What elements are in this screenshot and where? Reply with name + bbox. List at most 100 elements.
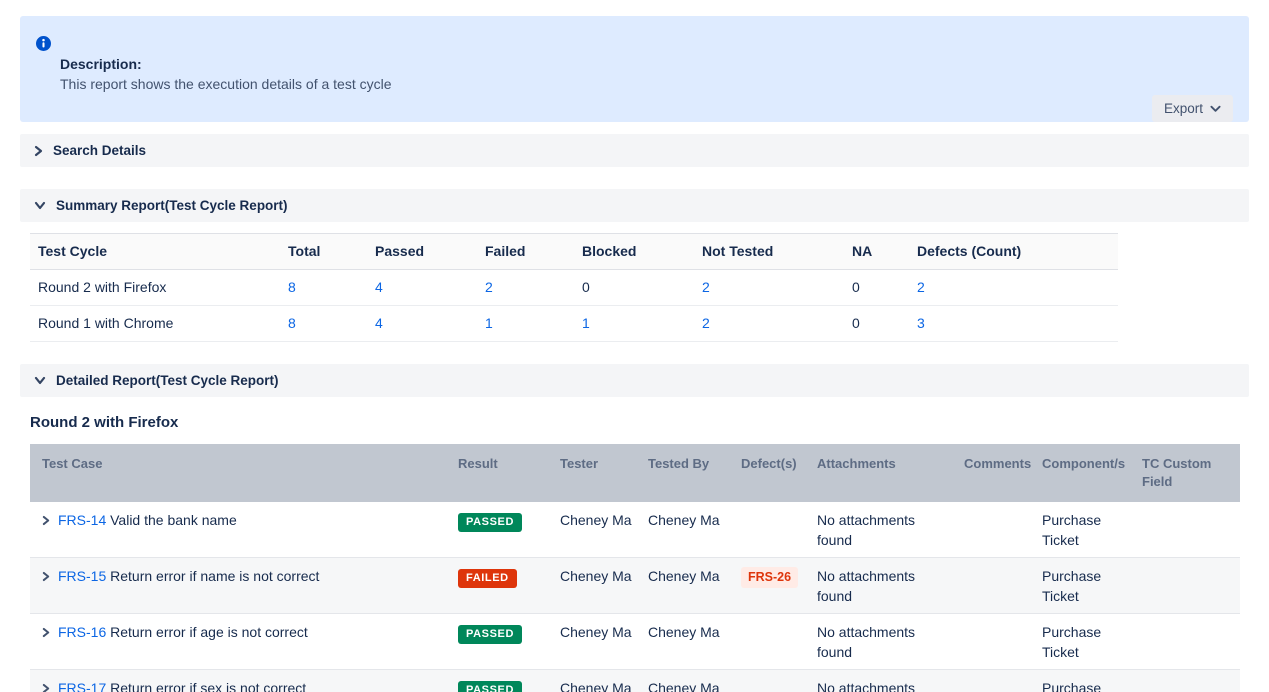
- result-badge: PASSED: [458, 625, 523, 644]
- cycle-name: Round 2 with Firefox: [30, 269, 280, 306]
- components-cell: Purchase Ticket: [1034, 613, 1134, 670]
- column-header-total: Total: [280, 233, 367, 270]
- defects-cell: [733, 669, 809, 692]
- result-badge: FAILED: [458, 569, 517, 588]
- expand-chevron-icon[interactable]: [42, 515, 50, 526]
- defects-cell: [733, 613, 809, 670]
- tested-by-cell: Cheney Ma: [640, 613, 733, 670]
- tester-cell: Cheney Ma: [552, 557, 640, 614]
- tc-custom-field-cell: [1134, 502, 1240, 558]
- test-case-row: FRS-17 Return error if sex is not correc…: [30, 669, 1240, 692]
- description-text: This report shows the execution details …: [60, 76, 392, 92]
- comments-cell: [956, 669, 1034, 692]
- blocked-count-link[interactable]: 1: [582, 315, 590, 331]
- total-count-link[interactable]: 8: [288, 279, 296, 295]
- column-header-tested-by: Tested By: [640, 444, 733, 502]
- expand-chevron-icon[interactable]: [42, 627, 50, 638]
- components-cell: Purchase Ticket: [1034, 502, 1134, 558]
- attachments-cell: No attachments found: [809, 613, 956, 670]
- defects-count-link[interactable]: 2: [917, 279, 925, 295]
- test-case-row: FRS-15 Return error if name is not corre…: [30, 557, 1240, 614]
- column-header-result: Result: [450, 444, 552, 502]
- column-header-test-cycle: Test Cycle: [30, 233, 280, 270]
- components-cell: Purchase Ticket: [1034, 557, 1134, 614]
- tested-by-cell: Cheney Ma: [640, 502, 733, 558]
- attachments-cell: No attachments found: [809, 502, 956, 558]
- result-badge: PASSED: [458, 513, 523, 532]
- info-icon: [36, 36, 51, 51]
- section-detailed-report[interactable]: Detailed Report(Test Cycle Report): [20, 364, 1249, 397]
- passed-count-link[interactable]: 4: [375, 279, 383, 295]
- column-header-failed: Failed: [477, 233, 574, 270]
- na-count: 0: [844, 269, 909, 306]
- column-header-na: NA: [844, 233, 909, 270]
- detailed-header-row: Test Case Result Tester Tested By Defect…: [30, 444, 1240, 502]
- export-button[interactable]: Export: [1151, 95, 1233, 122]
- na-count: 0: [844, 305, 909, 342]
- result-badge: PASSED: [458, 681, 523, 692]
- tester-cell: Cheney Ma: [552, 669, 640, 692]
- summary-row: Round 1 with Chrome 8 4 1 1 2 0 3: [30, 305, 1118, 342]
- total-count-link[interactable]: 8: [288, 315, 296, 331]
- test-case-summary: Return error if name is not correct: [110, 568, 320, 584]
- test-case-row: FRS-14 Valid the bank name PASSED Cheney…: [30, 502, 1240, 558]
- test-case-key-link[interactable]: FRS-14: [58, 512, 107, 528]
- column-header-test-case: Test Case: [30, 444, 450, 502]
- tc-custom-field-cell: [1134, 669, 1240, 692]
- column-header-blocked: Blocked: [574, 233, 694, 270]
- column-header-comments: Comments: [956, 444, 1034, 502]
- defect-link[interactable]: FRS-26: [741, 567, 799, 588]
- passed-count-link[interactable]: 4: [375, 315, 383, 331]
- expand-chevron-icon[interactable]: [42, 571, 50, 582]
- column-header-tester: Tester: [552, 444, 640, 502]
- test-case-key-link[interactable]: FRS-16: [58, 624, 107, 640]
- test-case-key-link[interactable]: FRS-17: [58, 680, 107, 692]
- column-header-components: Component/s: [1034, 444, 1134, 502]
- not-tested-count-link[interactable]: 2: [702, 315, 710, 331]
- column-header-tc-custom-field: TC Custom Field: [1134, 444, 1240, 502]
- tc-custom-field-cell: [1134, 557, 1240, 614]
- test-case-row: FRS-16 Return error if age is not correc…: [30, 613, 1240, 670]
- comments-cell: [956, 613, 1034, 670]
- tested-by-cell: Cheney Ma: [640, 557, 733, 614]
- summary-header-row: Test Cycle Total Passed Failed Blocked N…: [30, 233, 1118, 270]
- column-header-defects: Defects (Count): [909, 233, 1118, 270]
- failed-count-link[interactable]: 2: [485, 279, 493, 295]
- column-header-defects: Defect(s): [733, 444, 809, 502]
- failed-count-link[interactable]: 1: [485, 315, 493, 331]
- tester-cell: Cheney Ma: [552, 613, 640, 670]
- description-banner: Description: This report shows the execu…: [20, 16, 1249, 122]
- test-case-summary: Return error if sex is not correct: [110, 680, 307, 692]
- defects-cell: [733, 502, 809, 558]
- column-header-not-tested: Not Tested: [694, 233, 844, 270]
- column-header-attachments: Attachments: [809, 444, 956, 502]
- chevron-down-icon: [1210, 105, 1221, 112]
- defects-count-link[interactable]: 3: [917, 315, 925, 331]
- chevron-down-icon: [34, 201, 46, 210]
- section-label-summary-report: Summary Report(Test Cycle Report): [56, 198, 288, 213]
- test-case-summary: Valid the bank name: [110, 512, 237, 528]
- section-label-detailed-report: Detailed Report(Test Cycle Report): [56, 373, 279, 388]
- description-label: Description:: [60, 56, 142, 72]
- section-label-search-details: Search Details: [53, 143, 147, 158]
- cycle-name: Round 1 with Chrome: [30, 305, 280, 342]
- column-header-passed: Passed: [367, 233, 477, 270]
- attachments-cell: No attachments found: [809, 669, 956, 692]
- detailed-cycle-title: Round 2 with Firefox: [30, 414, 179, 431]
- tc-custom-field-cell: [1134, 613, 1240, 670]
- blocked-count: 0: [574, 269, 694, 306]
- summary-row: Round 2 with Firefox 8 4 2 0 2 0 2: [30, 269, 1118, 306]
- detailed-table: Test Case Result Tester Tested By Defect…: [30, 444, 1240, 692]
- comments-cell: [956, 557, 1034, 614]
- chevron-down-icon: [34, 376, 46, 385]
- section-search-details[interactable]: Search Details: [20, 134, 1249, 167]
- expand-chevron-icon[interactable]: [42, 683, 50, 692]
- summary-table: Test Cycle Total Passed Failed Blocked N…: [30, 233, 1118, 342]
- tested-by-cell: Cheney Ma: [640, 669, 733, 692]
- test-case-key-link[interactable]: FRS-15: [58, 568, 107, 584]
- tester-cell: Cheney Ma: [552, 502, 640, 558]
- section-summary-report[interactable]: Summary Report(Test Cycle Report): [20, 189, 1249, 222]
- attachments-cell: No attachments found: [809, 557, 956, 614]
- not-tested-count-link[interactable]: 2: [702, 279, 710, 295]
